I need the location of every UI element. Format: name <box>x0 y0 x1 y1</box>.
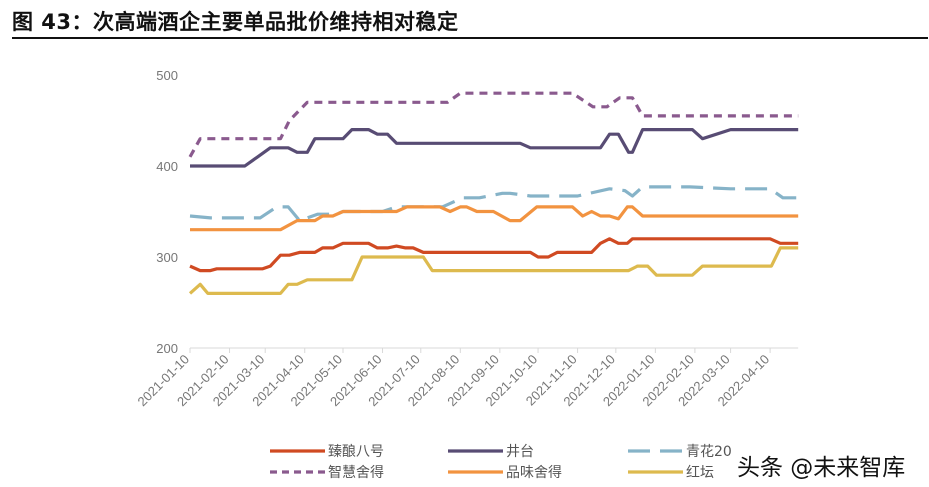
series-line-0 <box>189 237 799 273</box>
y-tick-label: 400 <box>156 159 178 174</box>
series-line-4 <box>190 205 799 232</box>
y-tick-label: 200 <box>156 341 178 356</box>
series-line-1 <box>190 128 799 168</box>
legend-label: 红坛 <box>686 465 714 481</box>
series-line-5 <box>188 246 799 295</box>
series-line-2 <box>189 185 799 223</box>
legend-label: 青花20 <box>686 444 732 460</box>
series-line-3 <box>188 91 799 158</box>
legend-label: 品味舍得 <box>506 464 562 481</box>
watermark: 头条 @未来智库 <box>737 455 906 481</box>
legend-label: 井台 <box>506 444 534 460</box>
legend-label: 智慧舍得 <box>328 464 384 481</box>
y-tick-label: 500 <box>156 68 178 83</box>
legend-label: 臻酿八号 <box>328 444 384 460</box>
title-rule <box>12 37 928 39</box>
y-tick-label: 300 <box>156 250 178 265</box>
figure-title: 图 43：次高端酒企主要单品批价维持相对稳定 <box>12 10 459 34</box>
